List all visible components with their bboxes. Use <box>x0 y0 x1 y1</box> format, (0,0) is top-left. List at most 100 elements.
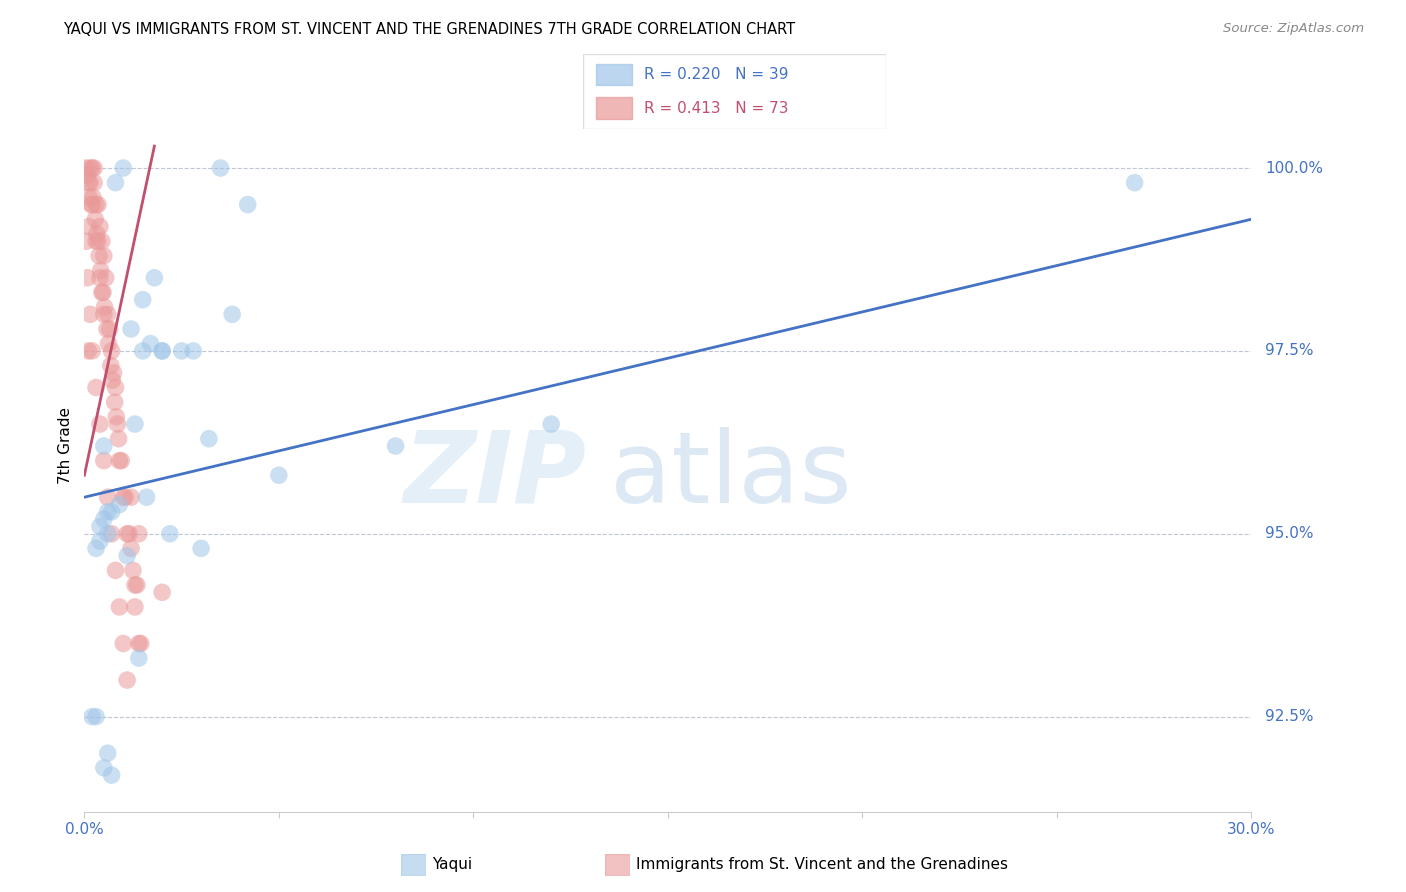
Point <box>115 549 138 563</box>
Text: Immigrants from St. Vincent and the Grenadines: Immigrants from St. Vincent and the Gren… <box>636 857 1008 872</box>
Point <box>112 636 135 650</box>
Point <box>198 432 221 446</box>
Point <box>91 285 114 300</box>
Point <box>150 585 173 599</box>
Point <box>97 746 120 760</box>
Point <box>104 563 127 577</box>
Point <box>236 197 259 211</box>
Point <box>84 541 107 556</box>
Point <box>120 322 142 336</box>
Point <box>89 219 111 234</box>
Point <box>104 176 127 190</box>
Point <box>105 409 128 424</box>
Point <box>267 468 290 483</box>
Point <box>107 417 129 431</box>
Point <box>100 768 122 782</box>
Point <box>150 343 173 358</box>
Point <box>132 343 155 358</box>
Point <box>84 380 107 394</box>
Point <box>143 270 166 285</box>
Point <box>114 490 136 504</box>
Point <box>100 526 122 541</box>
Point <box>83 161 105 175</box>
Point <box>124 599 146 614</box>
Point <box>89 519 111 533</box>
Point <box>115 673 138 687</box>
Point <box>97 307 120 321</box>
Point <box>1123 176 1146 190</box>
Point <box>84 197 107 211</box>
Text: 92.5%: 92.5% <box>1265 709 1313 724</box>
Point <box>87 234 110 248</box>
Point <box>77 176 100 190</box>
Point <box>93 249 115 263</box>
Point <box>221 307 243 321</box>
Point <box>122 563 145 577</box>
Point <box>107 432 129 446</box>
Point <box>118 526 141 541</box>
Point <box>108 498 131 512</box>
Point <box>101 373 124 387</box>
Point <box>93 761 115 775</box>
Point <box>89 270 111 285</box>
Text: YAQUI VS IMMIGRANTS FROM ST. VINCENT AND THE GRENADINES 7TH GRADE CORRELATION CH: YAQUI VS IMMIGRANTS FROM ST. VINCENT AND… <box>63 22 796 37</box>
Text: ZIP: ZIP <box>404 426 586 524</box>
Point <box>384 439 406 453</box>
Point <box>159 526 181 541</box>
Point <box>79 161 101 175</box>
Point <box>79 176 101 190</box>
Point <box>82 161 104 175</box>
Point <box>540 417 562 431</box>
Point <box>82 197 104 211</box>
Point <box>132 293 155 307</box>
Point <box>112 161 135 175</box>
Point <box>125 578 148 592</box>
Point <box>96 322 118 336</box>
Point <box>100 343 122 358</box>
Point <box>89 417 111 431</box>
Point <box>80 197 103 211</box>
Point <box>77 190 100 204</box>
Point <box>110 453 132 467</box>
Point <box>76 270 98 285</box>
Point <box>181 343 204 358</box>
Point <box>128 526 150 541</box>
Point <box>115 526 138 541</box>
Point <box>97 336 120 351</box>
Point <box>93 300 115 314</box>
Point <box>108 453 131 467</box>
Point <box>128 636 150 650</box>
Text: atlas: atlas <box>610 426 851 524</box>
Point <box>82 343 104 358</box>
Point <box>98 322 121 336</box>
Point <box>112 490 135 504</box>
Point <box>84 212 107 227</box>
Point <box>89 534 111 549</box>
Point <box>104 395 127 409</box>
Point <box>100 505 122 519</box>
Text: Source: ZipAtlas.com: Source: ZipAtlas.com <box>1223 22 1364 36</box>
Point <box>79 307 101 321</box>
Point <box>84 234 107 248</box>
Bar <box>596 97 631 119</box>
Point <box>86 227 108 241</box>
Point <box>90 263 112 277</box>
Point <box>77 219 100 234</box>
Point <box>97 526 120 541</box>
Point <box>97 505 120 519</box>
Point <box>150 343 173 358</box>
Point <box>209 161 232 175</box>
Text: 95.0%: 95.0% <box>1265 526 1313 541</box>
Text: 100.0%: 100.0% <box>1265 161 1323 176</box>
Point <box>75 161 97 175</box>
Point <box>120 541 142 556</box>
Point <box>87 197 110 211</box>
Point <box>90 234 112 248</box>
Text: R = 0.413   N = 73: R = 0.413 N = 73 <box>644 101 789 116</box>
Point <box>94 270 117 285</box>
Point <box>93 512 115 526</box>
Point <box>97 490 120 504</box>
Point <box>90 285 112 300</box>
Point <box>82 190 104 204</box>
Bar <box>596 64 631 86</box>
